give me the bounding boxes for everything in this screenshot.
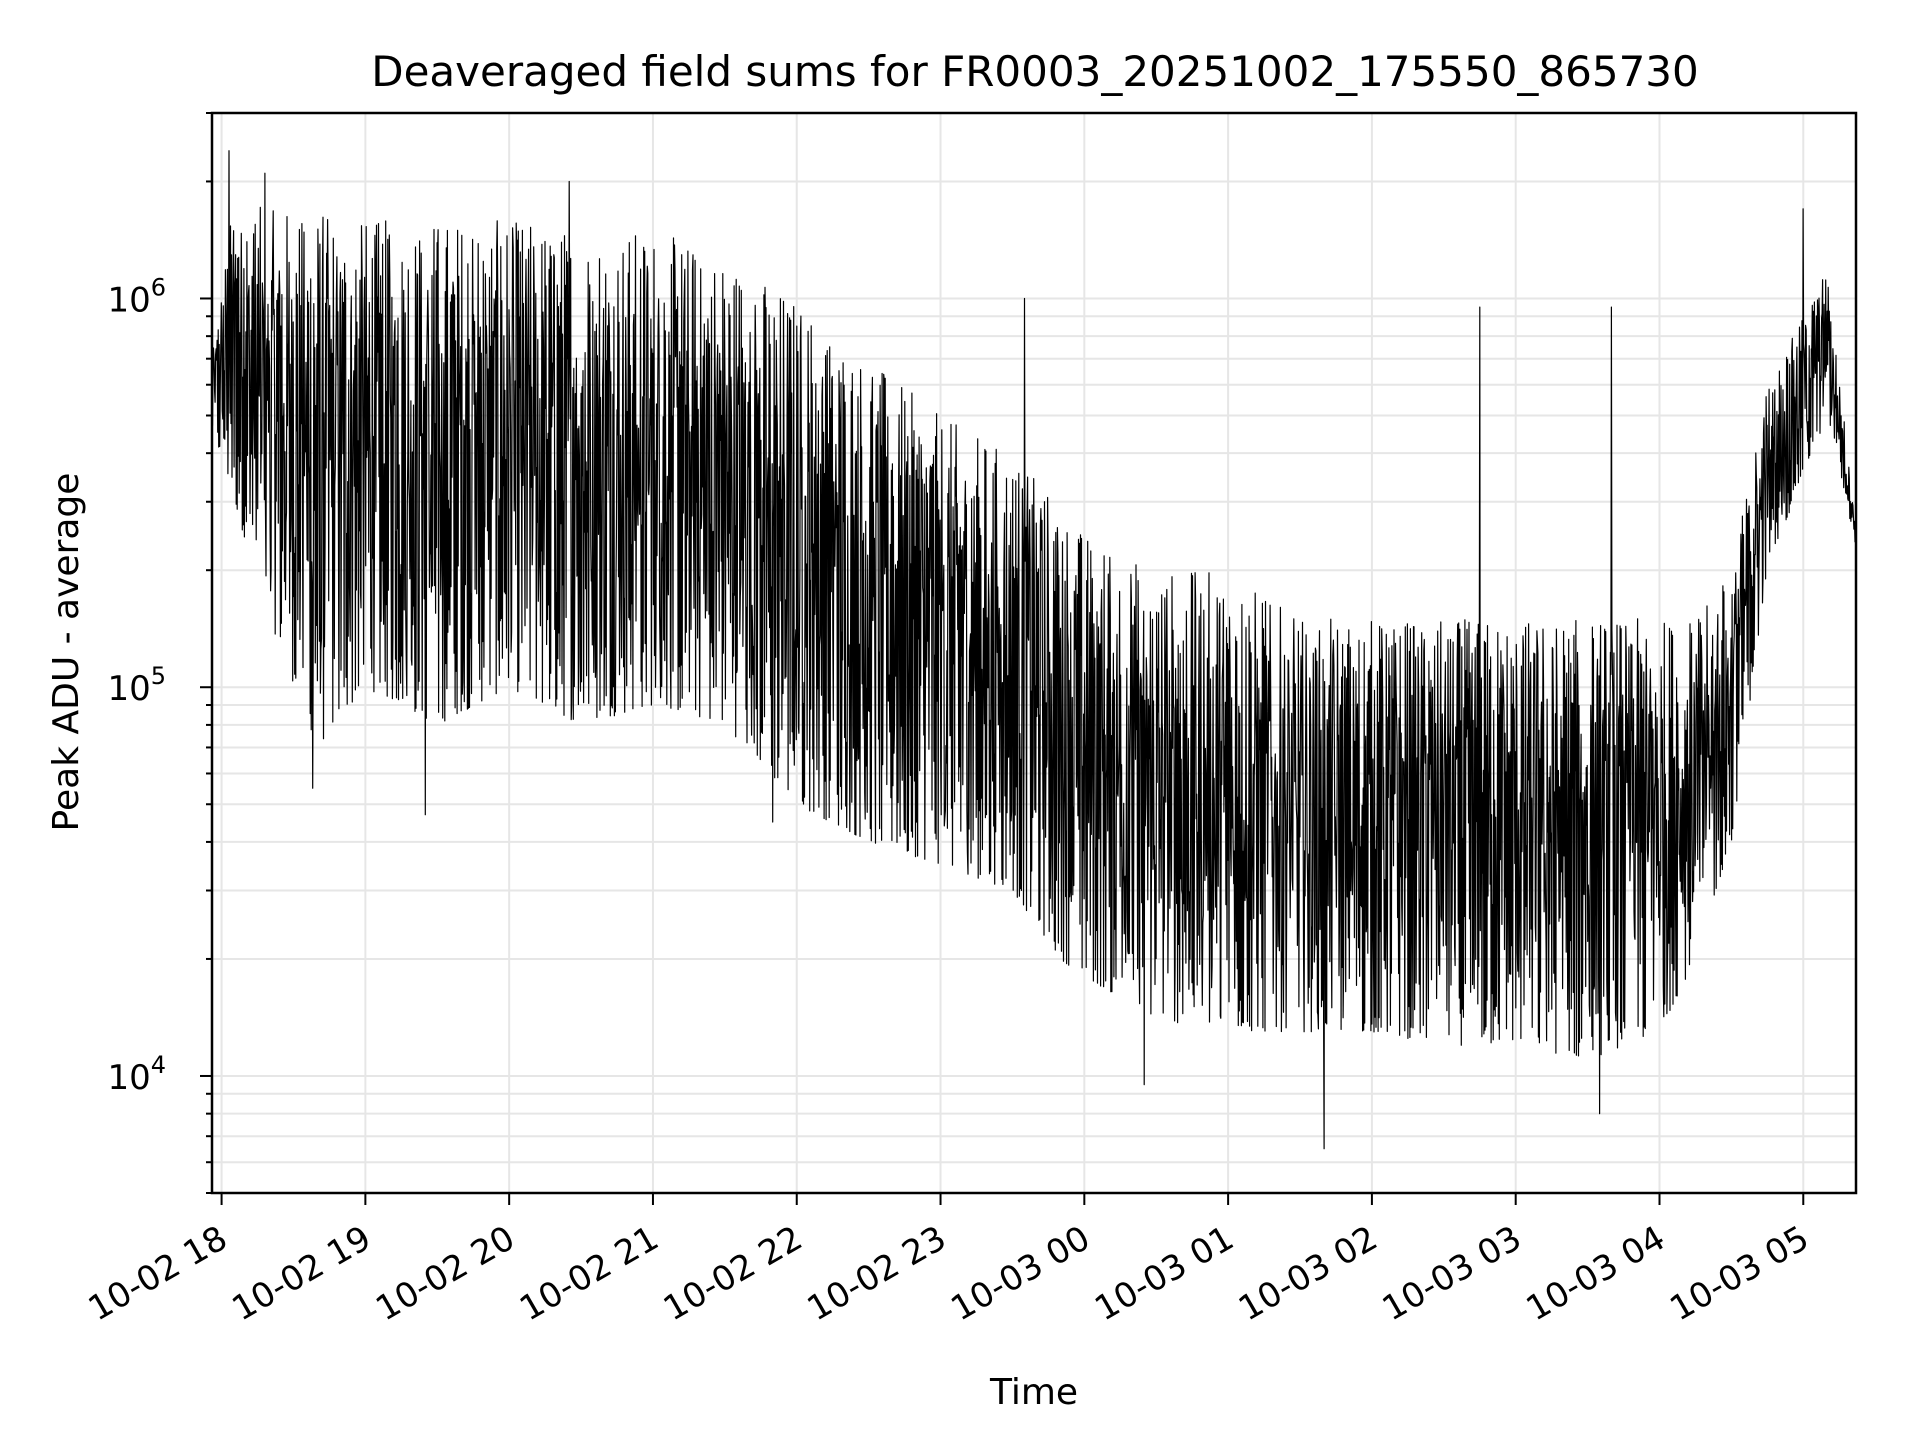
x-tick-label: 10-03 05 bbox=[1663, 1218, 1815, 1329]
x-tick-label: 10-02 20 bbox=[369, 1218, 521, 1329]
x-tick-label: 10-02 19 bbox=[225, 1218, 377, 1329]
series-line bbox=[211, 150, 1857, 1150]
x-axis-label: Time bbox=[989, 1372, 1078, 1413]
x-tick-label: 10-03 04 bbox=[1520, 1218, 1672, 1329]
x-tick-label: 10-02 21 bbox=[513, 1218, 665, 1329]
plot-frame bbox=[210, 111, 1858, 1195]
y-tick-label: 105 bbox=[107, 662, 166, 709]
chart-title: Deaveraged field sums for FR0003_2025100… bbox=[371, 47, 1699, 96]
data-series bbox=[211, 150, 1857, 1150]
x-tick-label: 10-03 01 bbox=[1088, 1218, 1240, 1329]
y-axis-ticks: 104 105 106 bbox=[107, 112, 212, 1194]
x-tick-label: 10-02 18 bbox=[82, 1218, 234, 1329]
y-tick-label: 104 bbox=[107, 1051, 166, 1098]
x-tick-label: 10-02 23 bbox=[801, 1218, 953, 1329]
y-tick-label: 106 bbox=[107, 273, 166, 320]
x-tick-label: 10-03 03 bbox=[1376, 1218, 1528, 1329]
y-axis-label: Peak ADU - average bbox=[46, 473, 87, 832]
x-tick-label: 10-03 00 bbox=[944, 1218, 1096, 1329]
x-tick-label: 10-02 22 bbox=[657, 1218, 809, 1329]
x-tick-label: 10-03 02 bbox=[1232, 1218, 1384, 1329]
